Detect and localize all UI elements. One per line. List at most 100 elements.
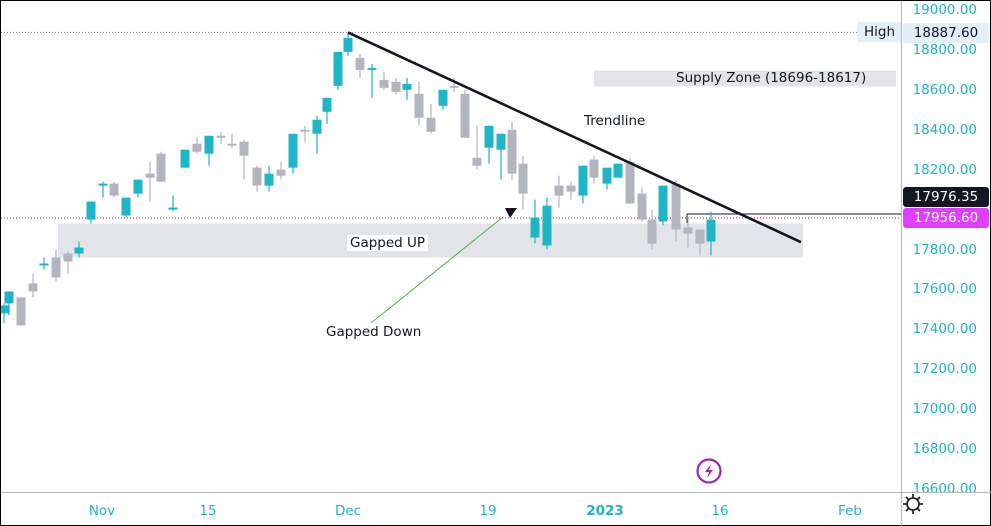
price-tick-label: 19000.00 [912, 2, 977, 18]
candle-down[interactable] [566, 185, 576, 192]
price-tick-label: 17400.00 [912, 321, 977, 338]
candle-down[interactable] [51, 257, 61, 278]
gapped-down-label[interactable]: Gapped Down [326, 324, 422, 340]
price-tick-label: 18600.00 [912, 81, 977, 98]
candle-up[interactable] [121, 197, 131, 216]
candle-down[interactable] [414, 93, 424, 118]
price-tick-label: 17800.00 [912, 241, 977, 258]
price-tick-label: 17200.00 [912, 361, 977, 378]
price-tick-label: 16600.00 [912, 481, 977, 498]
candle-up[interactable] [288, 133, 298, 168]
candle-up[interactable] [578, 165, 588, 196]
price-tick-label: 16800.00 [912, 441, 977, 458]
candle-down[interactable] [589, 159, 599, 178]
candle-down[interactable] [554, 185, 564, 196]
candle-up[interactable] [602, 167, 612, 184]
candle-up[interactable] [312, 119, 322, 134]
time-tick-label: Nov [88, 503, 116, 519]
candle-down[interactable] [518, 163, 528, 194]
candle-down[interactable] [63, 253, 73, 262]
candle-down[interactable] [647, 219, 657, 244]
candle-down[interactable] [671, 183, 681, 230]
gap-arrow-line[interactable] [370, 216, 504, 324]
candle-down[interactable] [28, 283, 38, 292]
candle-down[interactable] [379, 79, 389, 88]
candle-down[interactable] [252, 167, 262, 186]
time-tick-label: 15 [199, 503, 217, 519]
candle-up[interactable] [180, 149, 190, 168]
candle-up[interactable] [706, 219, 716, 242]
candle-down[interactable] [507, 129, 517, 174]
candle-up[interactable] [402, 83, 412, 90]
candle-down[interactable] [460, 93, 470, 138]
lightning-event-icon[interactable] [696, 458, 722, 484]
time-tick-label: 2023 [586, 503, 624, 519]
candle-down[interactable] [683, 227, 693, 234]
candle-up[interactable] [658, 185, 668, 222]
candle-down[interactable] [391, 81, 401, 92]
candle-up[interactable] [264, 173, 274, 186]
time-tick-label: Dec [334, 503, 362, 519]
high-label: High [857, 22, 903, 42]
candle-up[interactable] [343, 37, 353, 52]
last-price-tag: 17976.35 [903, 187, 989, 207]
supply-zone-label[interactable]: Supply Zone (18696-18617) [676, 70, 867, 86]
candle-down[interactable] [472, 157, 482, 166]
time-tick-label: 16 [711, 503, 729, 519]
gear-icon [903, 494, 923, 514]
candle-up[interactable] [530, 217, 540, 238]
candle-down[interactable] [695, 229, 705, 244]
candle-up[interactable] [74, 247, 84, 254]
candle-up[interactable] [133, 179, 143, 194]
time-axis[interactable]: Nov 15 Dec 19 2023 16 Feb [1, 492, 901, 526]
candle-down[interactable] [216, 135, 226, 138]
candle-down[interactable] [239, 141, 249, 156]
candle-down[interactable] [355, 57, 365, 70]
candle-down[interactable] [227, 143, 237, 146]
candle-up[interactable] [1, 305, 9, 314]
candle-down[interactable] [156, 153, 166, 182]
candlestick-chart[interactable] [1, 1, 901, 492]
candle-up[interactable] [86, 201, 96, 220]
price-tick-label: 18800.00 [912, 41, 977, 58]
candle-up[interactable] [98, 183, 108, 186]
candle-down[interactable] [109, 183, 119, 196]
candle-down[interactable] [300, 129, 310, 132]
candle-up[interactable] [484, 125, 494, 148]
price-axis[interactable]: 16600.00 16800.00 17000.00 17200.00 17400.00… [901, 1, 991, 497]
candle-down[interactable] [16, 297, 26, 326]
candle-up[interactable] [438, 89, 448, 106]
supply-zone-rect[interactable] [594, 70, 896, 87]
settings-button[interactable] [901, 492, 991, 526]
candle-up[interactable] [542, 205, 552, 246]
price-tick-label: 18400.00 [912, 121, 977, 138]
trendline-label[interactable]: Trendline [584, 113, 646, 129]
gapped-up-label[interactable]: Gapped UP [347, 235, 429, 251]
candle-up[interactable] [204, 135, 214, 154]
price-tick-label: 18200.00 [912, 161, 977, 178]
candle-up[interactable] [496, 133, 506, 150]
candle-up[interactable] [39, 263, 49, 266]
candle-down[interactable] [276, 169, 286, 176]
candle-up[interactable] [322, 97, 332, 112]
candle-down[interactable] [449, 85, 459, 88]
candle-up[interactable] [613, 163, 623, 178]
candle-down[interactable] [637, 193, 647, 220]
candle-up[interactable] [168, 207, 178, 210]
candle-down[interactable] [625, 161, 635, 204]
candle-up[interactable] [4, 291, 14, 304]
candle-down[interactable] [426, 117, 436, 132]
price-tick-label: 17600.00 [912, 281, 977, 298]
price-tick-label: 17000.00 [912, 401, 977, 418]
candle-up[interactable] [367, 67, 377, 70]
candle-down[interactable] [192, 143, 202, 152]
trendline[interactable] [347, 31, 802, 244]
close-price-tag: 17956.60 [903, 208, 989, 228]
time-tick-label: Feb [838, 503, 862, 519]
gap-arrow-head-icon [505, 208, 517, 218]
candle-up[interactable] [333, 51, 343, 86]
candle-down[interactable] [145, 173, 155, 178]
time-tick-label: 19 [479, 503, 497, 519]
chart-plot-area[interactable]: Trendline Supply Zone (18696-18617) Gapp… [1, 1, 903, 492]
